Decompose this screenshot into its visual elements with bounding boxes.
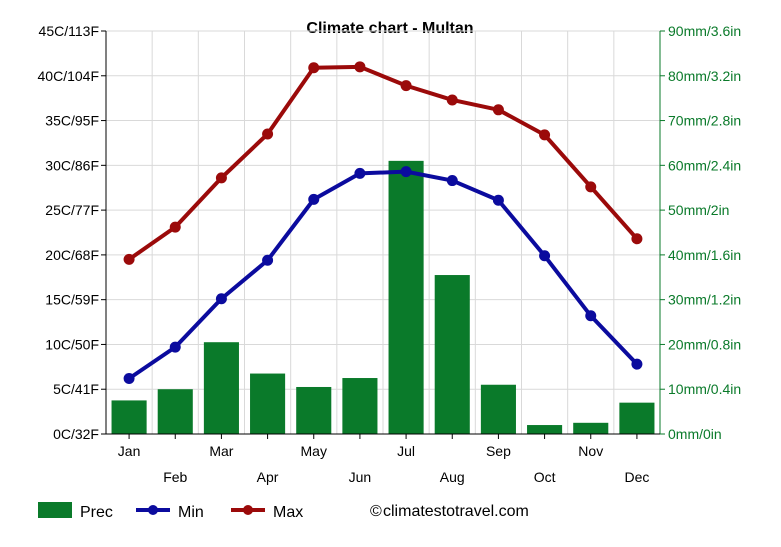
point-max-jul (400, 80, 412, 92)
credit-copyright-symbol: © (370, 503, 382, 520)
right-tick-label: 50mm/2in (668, 202, 729, 218)
point-max-feb (169, 221, 181, 233)
point-min-mar (215, 293, 227, 305)
legend-swatch-prec (38, 502, 72, 518)
left-tick-label: 30C/86F (45, 157, 99, 173)
x-tick-label-mar: Mar (209, 443, 233, 459)
right-tick-label: 10mm/0.4in (668, 381, 741, 397)
right-tick-label: 70mm/2.8in (668, 113, 741, 129)
left-tick-label: 40C/104F (38, 68, 99, 84)
bar-prec-jan (111, 400, 147, 434)
left-tick-label: 25C/77F (45, 202, 99, 218)
right-tick-label: 0mm/0in (668, 426, 722, 442)
point-min-oct (539, 250, 551, 262)
bar-prec-aug (434, 275, 470, 434)
legend-marker-min (148, 505, 158, 515)
legend: Prec Min Max (38, 502, 303, 521)
legend-label-prec: Prec (80, 504, 113, 521)
x-tick-label-feb: Feb (163, 469, 187, 485)
right-tick-label: 90mm/3.6in (668, 23, 741, 39)
left-tick-label: 15C/59F (45, 292, 99, 308)
grid (105, 30, 661, 435)
chart-title: Climate chart - Multan (306, 20, 473, 37)
point-max-aug (446, 94, 458, 106)
point-min-may (308, 193, 320, 205)
point-min-sep (492, 194, 504, 206)
temperature-lines (123, 61, 643, 384)
right-tick-label: 30mm/1.2in (668, 292, 741, 308)
bar-prec-apr (250, 373, 286, 434)
bar-prec-jul (388, 160, 424, 434)
left-tick-label: 5C/41F (53, 381, 99, 397)
point-max-mar (215, 172, 227, 184)
point-max-nov (585, 181, 597, 193)
x-tick-label-jul: Jul (397, 443, 415, 459)
point-min-nov (585, 310, 597, 322)
legend-label-max: Max (273, 504, 303, 521)
x-tick-label-nov: Nov (578, 443, 603, 459)
bar-prec-sep (480, 384, 516, 434)
point-max-sep (492, 104, 504, 116)
point-max-may (308, 62, 320, 74)
x-tick-label-jan: Jan (118, 443, 141, 459)
legend-marker-max (243, 505, 253, 515)
point-min-apr (262, 254, 274, 266)
left-tick-label: 20C/68F (45, 247, 99, 263)
credit-text: climatestotravel.com (383, 503, 529, 520)
bar-prec-mar (203, 342, 239, 434)
axes: 0C/32F 5C/41F 10C/50F 15C/59F 20C/68F 25C/77F… (38, 23, 742, 485)
credit: © climatestotravel.com (370, 503, 529, 520)
point-min-jan (123, 372, 135, 384)
bar-prec-jun (342, 378, 378, 434)
legend-label-min: Min (178, 504, 204, 521)
point-min-jun (354, 167, 366, 179)
right-tick-label: 20mm/0.8in (668, 336, 741, 352)
left-tick-label: 10C/50F (45, 336, 99, 352)
point-max-jun (354, 61, 366, 73)
point-max-jan (123, 253, 135, 265)
point-min-aug (446, 175, 458, 187)
bar-prec-may (296, 386, 332, 434)
point-max-apr (262, 128, 274, 140)
point-min-dec (631, 358, 643, 370)
left-tick-label: 0C/32F (53, 426, 99, 442)
bar-prec-nov (573, 422, 609, 434)
left-tick-label: 45C/113F (39, 23, 99, 39)
x-tick-label-dec: Dec (624, 469, 649, 485)
point-max-oct (539, 129, 551, 141)
bar-prec-feb (157, 389, 193, 434)
left-tick-label: 35C/95F (45, 113, 99, 129)
x-tick-label-jun: Jun (349, 469, 372, 485)
x-tick-label-oct: Oct (534, 469, 556, 485)
x-tick-label-aug: Aug (440, 469, 465, 485)
x-tick-label-sep: Sep (486, 443, 511, 459)
right-tick-label: 80mm/3.2in (668, 68, 741, 84)
bar-prec-dec (619, 402, 655, 434)
bar-prec-oct (527, 425, 563, 434)
line-max (127, 64, 639, 262)
right-tick-label: 60mm/2.4in (668, 157, 741, 173)
point-max-dec (631, 233, 643, 245)
line-min (127, 169, 639, 381)
x-tick-label-apr: Apr (257, 469, 279, 485)
right-tick-label: 40mm/1.6in (668, 247, 741, 263)
precipitation-bars (111, 160, 655, 434)
point-min-feb (169, 341, 181, 353)
x-tick-label-may: May (301, 443, 327, 459)
point-min-jul (400, 166, 412, 178)
